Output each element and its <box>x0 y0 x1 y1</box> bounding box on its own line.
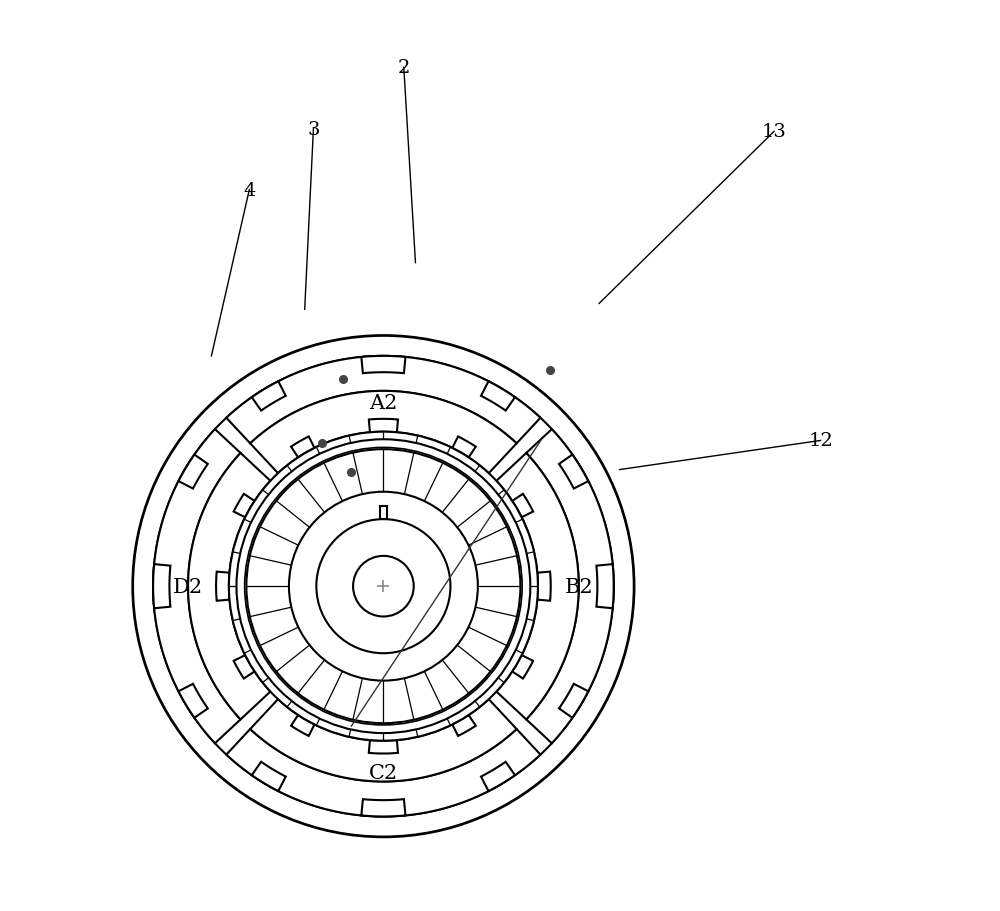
Text: B2: B2 <box>564 577 593 596</box>
Polygon shape <box>512 495 533 517</box>
Polygon shape <box>252 382 286 411</box>
Circle shape <box>289 492 478 681</box>
Circle shape <box>236 440 530 733</box>
Polygon shape <box>291 437 314 458</box>
Polygon shape <box>481 382 515 411</box>
Polygon shape <box>537 572 551 601</box>
Polygon shape <box>216 572 229 601</box>
Circle shape <box>229 432 538 741</box>
Polygon shape <box>369 419 398 433</box>
Polygon shape <box>361 799 405 816</box>
Circle shape <box>133 336 634 837</box>
Circle shape <box>153 356 614 816</box>
Polygon shape <box>226 356 540 444</box>
Text: 12: 12 <box>808 432 833 450</box>
Text: 4: 4 <box>243 181 255 200</box>
Polygon shape <box>234 655 255 679</box>
Polygon shape <box>252 762 286 792</box>
Text: 2: 2 <box>398 59 410 77</box>
Text: C2: C2 <box>369 763 398 783</box>
Polygon shape <box>452 715 476 736</box>
Polygon shape <box>369 741 398 753</box>
Text: D2: D2 <box>173 577 203 596</box>
Polygon shape <box>178 684 208 718</box>
Polygon shape <box>481 762 515 792</box>
Polygon shape <box>526 430 614 743</box>
Polygon shape <box>250 392 517 474</box>
Polygon shape <box>496 454 579 720</box>
Polygon shape <box>291 715 314 736</box>
Polygon shape <box>512 655 533 679</box>
Polygon shape <box>226 729 540 816</box>
Text: 13: 13 <box>762 123 786 141</box>
Polygon shape <box>250 700 517 782</box>
Polygon shape <box>361 356 405 374</box>
Polygon shape <box>380 507 387 519</box>
Polygon shape <box>452 437 476 458</box>
Circle shape <box>353 557 414 617</box>
Polygon shape <box>559 684 588 718</box>
Polygon shape <box>188 454 270 720</box>
Polygon shape <box>559 456 588 489</box>
Polygon shape <box>596 565 614 609</box>
Circle shape <box>316 519 450 653</box>
Text: 3: 3 <box>307 120 320 138</box>
Polygon shape <box>178 456 208 489</box>
Polygon shape <box>153 430 241 743</box>
Circle shape <box>246 450 520 723</box>
Circle shape <box>245 448 522 725</box>
Polygon shape <box>153 565 170 609</box>
Polygon shape <box>234 495 255 517</box>
Text: A2: A2 <box>369 394 398 413</box>
